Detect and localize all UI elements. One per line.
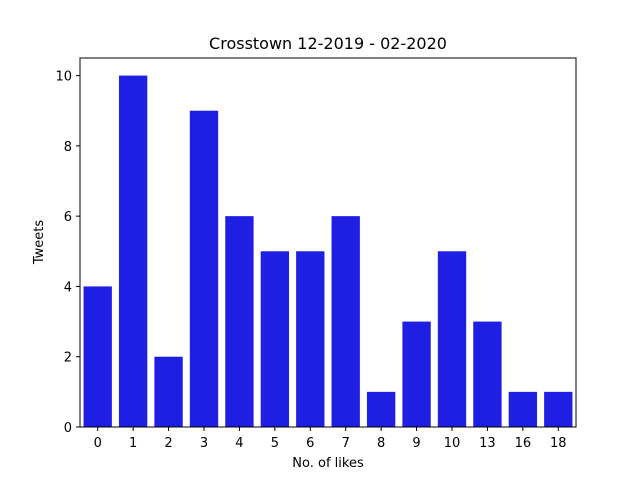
- x-tick-label: 10: [444, 436, 461, 451]
- y-tick-label: 8: [64, 140, 72, 155]
- bar-4: [225, 216, 254, 427]
- bar-8: [366, 391, 396, 427]
- bar-1: [118, 75, 148, 428]
- x-tick-label: 16: [515, 436, 532, 451]
- x-tick-label: 18: [550, 436, 567, 451]
- bar-0: [83, 286, 112, 427]
- y-tick-label: 2: [64, 351, 72, 366]
- bar-18: [544, 391, 573, 427]
- bar-7: [331, 216, 360, 427]
- x-tick-label: 7: [342, 436, 350, 451]
- bar-13: [473, 321, 502, 427]
- y-tick-label: 0: [64, 421, 72, 436]
- bars-group: [83, 75, 573, 428]
- bar-16: [508, 391, 538, 427]
- x-tick-label: 9: [412, 436, 420, 451]
- bar-10: [437, 251, 467, 427]
- y-axis-ticks: 0 2 4 6 8 10: [55, 70, 80, 436]
- y-axis-label: Tweets: [32, 220, 47, 266]
- chart-title: Crosstown 12-2019 - 02-2020: [209, 34, 447, 53]
- y-tick-label: 10: [55, 70, 72, 85]
- x-tick-label: 13: [479, 436, 496, 451]
- bar-9: [402, 321, 431, 427]
- y-tick-label: 4: [64, 280, 72, 295]
- y-tick-label: 6: [64, 210, 72, 225]
- bar-6: [296, 251, 325, 427]
- bar-5: [260, 251, 290, 427]
- x-tick-label: 4: [235, 436, 243, 451]
- x-tick-label: 1: [129, 436, 137, 451]
- x-tick-label: 3: [200, 436, 208, 451]
- x-tick-label: 8: [377, 436, 385, 451]
- x-axis-label: No. of likes: [292, 456, 364, 471]
- x-tick-label: 0: [94, 436, 102, 451]
- bar-3: [189, 110, 219, 427]
- x-tick-label: 5: [271, 436, 279, 451]
- bar-2: [154, 356, 183, 427]
- x-axis-ticks: 0 1 2 3 4 5 6 7 8 9 10 13 16 18: [94, 427, 567, 451]
- plot-frame: [79, 57, 577, 428]
- x-tick-label: 2: [164, 436, 172, 451]
- x-tick-label: 6: [306, 436, 314, 451]
